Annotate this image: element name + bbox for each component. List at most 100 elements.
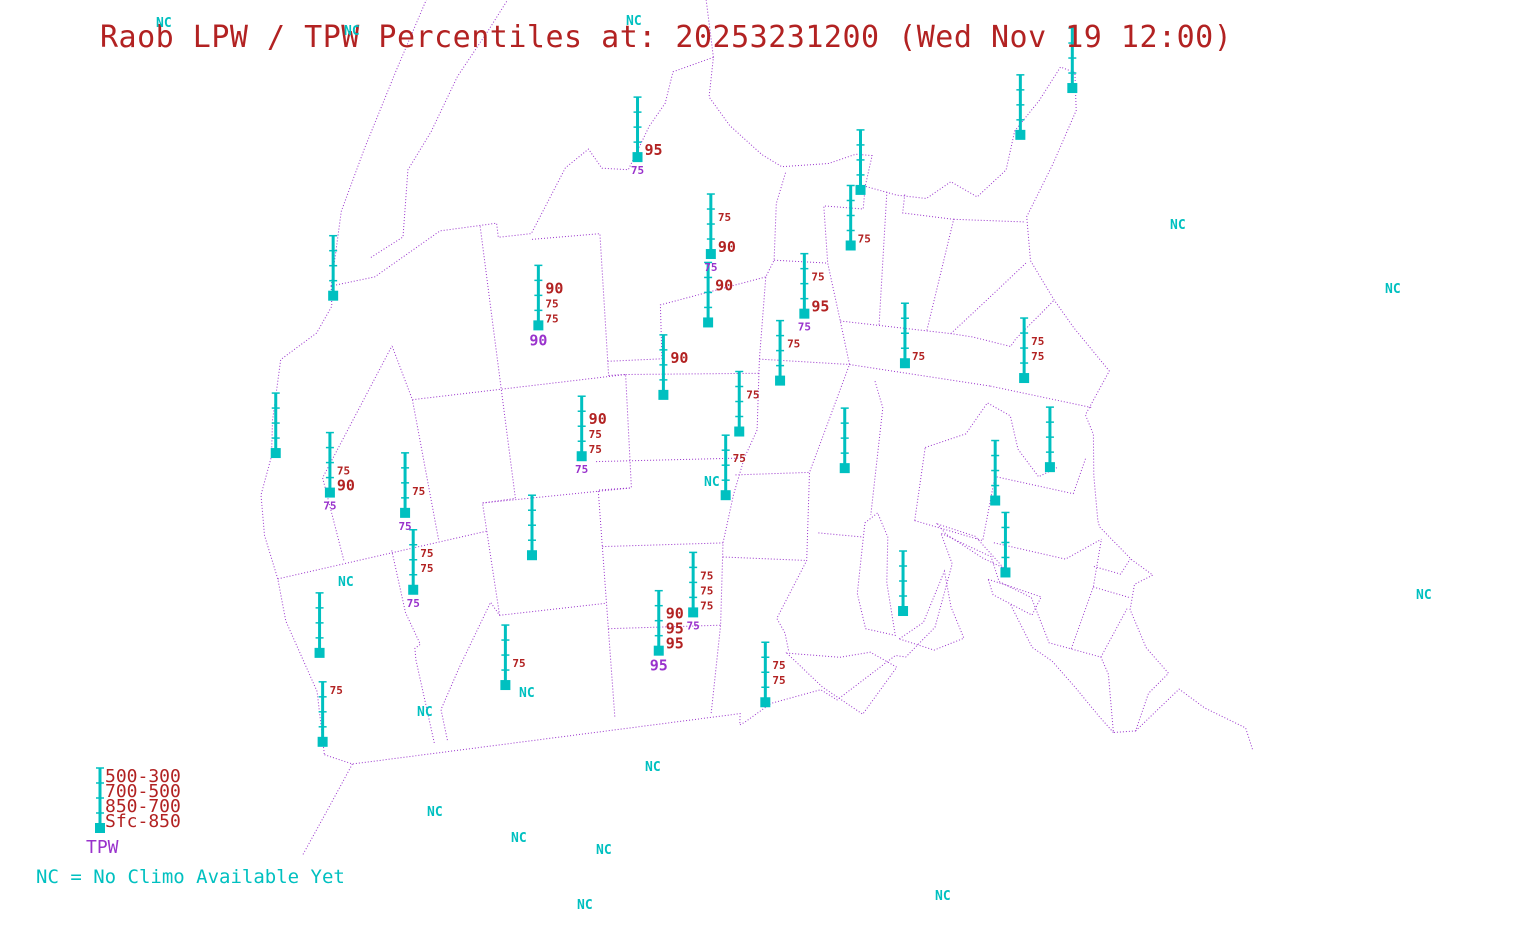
station-box (95, 823, 105, 833)
station-lincoln-il (839, 407, 850, 474)
station-box (658, 389, 669, 400)
border-line (1093, 586, 1131, 599)
border-line (1009, 604, 1114, 733)
layer-percentile: 90 (666, 605, 684, 623)
border-line (302, 763, 353, 856)
layer-percentile: 75 (1031, 335, 1044, 348)
station-box (705, 249, 716, 260)
layer-percentile: 75 (337, 465, 350, 478)
station-box (328, 290, 339, 301)
station-box (839, 463, 850, 474)
border-line (440, 601, 607, 741)
legend-layer-sfc-850: Sfc-850 (105, 811, 181, 832)
legend-layer-500-300: 500-300 (105, 766, 181, 787)
tpw-percentile: 75 (323, 500, 336, 513)
layer-percentile: 75 (912, 350, 925, 363)
station-box (1067, 83, 1078, 94)
tpw-percentile: 95 (650, 657, 668, 675)
tpw-percentile: 75 (704, 261, 717, 274)
station-pittsburgh (990, 439, 1001, 506)
station-dodge-city: 90 (658, 334, 688, 400)
border-line (785, 651, 898, 715)
layer-percentile: 95 (645, 141, 663, 159)
station-springfield: 75 (775, 319, 800, 386)
border-line (878, 191, 888, 325)
nc-note: NC = No Climo Available Yet (36, 866, 345, 888)
border-line (391, 345, 439, 540)
station-box (990, 495, 1001, 506)
layer-percentile: 75 (420, 547, 433, 560)
layer-percentile: 75 (420, 562, 433, 575)
station-box (688, 607, 699, 618)
layer-percentile: 75 (811, 271, 824, 284)
station-box (720, 490, 731, 501)
border-line (1135, 688, 1254, 750)
border-line (776, 186, 866, 651)
layer-percentile: 75 (858, 232, 871, 245)
layer-percentile: 90 (715, 276, 733, 294)
border-line (1070, 539, 1102, 649)
layer-percentile: 75 (718, 211, 731, 224)
station-elko: 75 75 (398, 452, 425, 533)
station-box (533, 320, 544, 331)
border-line (260, 56, 1170, 765)
nc-label: NC (704, 475, 720, 490)
station-jackson: 75 (845, 184, 871, 251)
layer-percentile: 90 (589, 410, 607, 428)
layer-percentile: 75 (787, 338, 800, 351)
station-box (270, 448, 281, 459)
nc-label: NC (1385, 282, 1401, 297)
nc-label: NC (596, 843, 612, 858)
layer-percentile: 75 (412, 485, 425, 498)
tpw-percentile: 75 (798, 321, 811, 334)
border-line (479, 225, 516, 616)
station-box (408, 584, 419, 595)
station-san-diego (328, 234, 339, 301)
border-line (1072, 458, 1086, 494)
layer-percentile: 75 (589, 443, 602, 456)
tpw-percentile: 90 (529, 331, 547, 349)
tpw-percentile: 75 (398, 520, 411, 533)
border-line (625, 372, 759, 375)
border-line (925, 402, 1059, 478)
layer-percentile: 75 (700, 599, 713, 612)
border-line (482, 487, 632, 504)
legend-layer-850-700: 850-700 (105, 796, 181, 817)
border-line (596, 457, 745, 463)
border-line (870, 381, 884, 516)
tpw-percentile: 75 (631, 164, 644, 177)
nc-label: NC (935, 889, 951, 904)
layer-percentile: 95 (811, 298, 829, 316)
station-omaha: 75 (720, 434, 746, 501)
layer-percentile: 95 (666, 620, 684, 638)
nc-label: NC (626, 14, 642, 29)
tpw-percentile: 75 (407, 597, 420, 610)
station-topeka: 75 (734, 370, 759, 437)
layer-percentile: 75 (772, 659, 785, 672)
border-line (902, 193, 955, 331)
station-norman: 90 (703, 261, 733, 328)
layer-percentile: 90 (718, 238, 736, 256)
border-line (370, 0, 509, 258)
border-line (759, 358, 850, 365)
station-tampa-bay (1015, 74, 1026, 140)
station-box (898, 606, 909, 617)
layer-percentile: 75 (545, 312, 558, 325)
station-box (703, 317, 714, 328)
station-box (855, 184, 866, 195)
nc-label: NC (417, 705, 433, 720)
station-box (632, 152, 643, 163)
border-line (993, 538, 1102, 560)
border-line (987, 578, 1042, 616)
station-box (500, 680, 511, 691)
station-box (760, 697, 771, 708)
station-miami (1067, 27, 1078, 94)
nc-label: NC (344, 24, 360, 39)
station-boise: 75 75 75 (407, 529, 433, 610)
